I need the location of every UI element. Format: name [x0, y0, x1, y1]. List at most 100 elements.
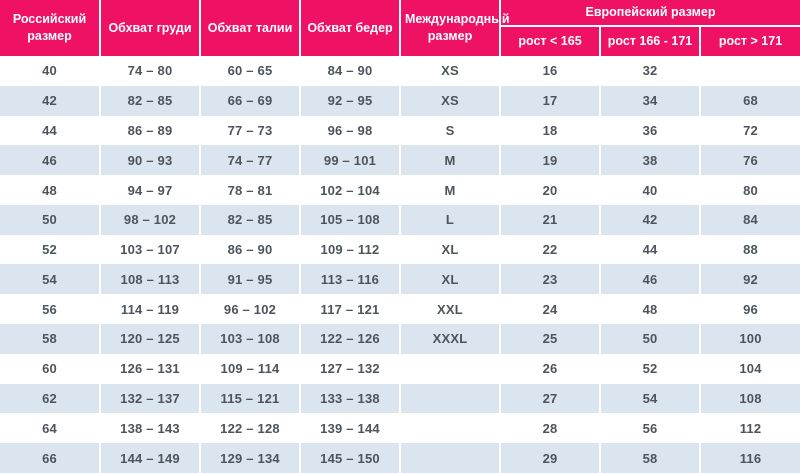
- table-cell: 50: [600, 324, 701, 354]
- table-cell: 48: [0, 175, 101, 205]
- table-cell: 16: [500, 56, 601, 86]
- table-cell: 122 – 126: [300, 324, 401, 354]
- table-cell: 19: [500, 145, 601, 176]
- table-cell: 96 – 102: [200, 294, 301, 325]
- table-cell: 86 – 90: [200, 234, 301, 265]
- table-cell: [700, 56, 800, 86]
- table-cell: 22: [500, 234, 601, 265]
- col-header-height-lt-165: рост < 165: [500, 26, 601, 56]
- table-row: 50 98 – 102 82 – 85 105 – 108 L 21 42 84: [0, 204, 800, 235]
- table-cell: 66 – 69: [200, 85, 301, 116]
- table-cell: 109 – 114: [200, 353, 301, 384]
- table-cell: S: [400, 115, 501, 146]
- table-cell: 18: [500, 115, 601, 146]
- table-cell: 64: [0, 413, 101, 444]
- table-cell: 58: [600, 443, 701, 473]
- table-cell: M: [400, 145, 501, 176]
- table-cell: 17: [500, 85, 601, 116]
- table-row: 52 103 – 107 86 – 90 109 – 112 XL 22 44 88: [0, 234, 800, 265]
- table-cell: 44: [0, 115, 101, 146]
- table-cell: 28: [500, 413, 601, 444]
- table-cell: 76: [700, 145, 800, 176]
- table-cell: 84: [700, 204, 800, 235]
- table-row: 66 144 – 149 129 – 134 145 – 150 29 58 116: [0, 443, 800, 473]
- table-row: 48 94 – 97 78 – 81 102 – 104 M 20 40 80: [0, 175, 800, 205]
- table-row: 60 126 – 131 109 – 114 127 – 132 26 52 104: [0, 353, 800, 384]
- table-cell: 26: [500, 353, 601, 384]
- table-cell: 80: [700, 175, 800, 205]
- table-cell: 74 – 77: [200, 145, 301, 176]
- col-header-waist: Обхват талии: [200, 0, 301, 56]
- size-table-header: Российский размер Обхват груди Обхват та…: [0, 0, 800, 56]
- col-header-european-size: Европейский размер: [500, 0, 800, 27]
- table-cell: 103 – 107: [100, 234, 201, 265]
- table-cell: XXL: [400, 294, 501, 325]
- table-cell: 86 – 89: [100, 115, 201, 146]
- table-cell: 120 – 125: [100, 324, 201, 354]
- table-cell: 56: [600, 413, 701, 444]
- table-cell: 99 – 101: [300, 145, 401, 176]
- header-row-sub: рост < 165 рост 166 - 171 рост > 171: [0, 26, 800, 56]
- table-cell: XS: [400, 56, 501, 86]
- table-cell: 23: [500, 264, 601, 295]
- table-cell: 46: [600, 264, 701, 295]
- table-cell: 122 – 128: [200, 413, 301, 444]
- table-cell: 133 – 138: [300, 383, 401, 414]
- table-cell: 92: [700, 264, 800, 295]
- table-cell: 145 – 150: [300, 443, 401, 473]
- table-cell: 92 – 95: [300, 85, 401, 116]
- table-cell: 27: [500, 383, 601, 414]
- table-cell: 105 – 108: [300, 204, 401, 235]
- table-cell: 56: [0, 294, 101, 325]
- table-cell: 139 – 144: [300, 413, 401, 444]
- table-cell: 54: [600, 383, 701, 414]
- table-cell: 94 – 97: [100, 175, 201, 205]
- table-cell: 96 – 98: [300, 115, 401, 146]
- table-cell: 113 – 116: [300, 264, 401, 295]
- table-cell: 77 – 73: [200, 115, 301, 146]
- table-cell: 90 – 93: [100, 145, 201, 176]
- table-cell: 82 – 85: [100, 85, 201, 116]
- table-cell: 40: [600, 175, 701, 205]
- col-header-chest: Обхват груди: [100, 0, 201, 56]
- table-cell: 103 – 108: [200, 324, 301, 354]
- table-row: 46 90 – 93 74 – 77 99 – 101 M 19 38 76: [0, 145, 800, 176]
- table-cell: 82 – 85: [200, 204, 301, 235]
- table-cell: 36: [600, 115, 701, 146]
- table-row: 42 82 – 85 66 – 69 92 – 95 XS 17 34 68: [0, 85, 800, 116]
- table-cell: 68: [700, 85, 800, 116]
- table-cell: [400, 443, 501, 473]
- size-table-body: 40 74 – 80 60 – 65 84 – 90 XS 16 32 42 82 – 85 66…: [0, 56, 800, 473]
- table-cell: 58: [0, 324, 101, 354]
- table-cell: 74 – 80: [100, 56, 201, 86]
- table-cell: 88: [700, 234, 800, 265]
- col-header-height-166-171: рост 166 - 171: [600, 26, 701, 56]
- table-cell: 54: [0, 264, 101, 295]
- table-cell: 42: [0, 85, 101, 116]
- table-cell: 91 – 95: [200, 264, 301, 295]
- table-row: 40 74 – 80 60 – 65 84 – 90 XS 16 32: [0, 56, 800, 86]
- table-cell: 129 – 134: [200, 443, 301, 473]
- table-cell: L: [400, 204, 501, 235]
- table-cell: 32: [600, 56, 701, 86]
- table-cell: 72: [700, 115, 800, 146]
- table-cell: 96: [700, 294, 800, 325]
- table-cell: 46: [0, 145, 101, 176]
- table-cell: 104: [700, 353, 800, 384]
- table-cell: 126 – 131: [100, 353, 201, 384]
- table-cell: 20: [500, 175, 601, 205]
- table-cell: XL: [400, 234, 501, 265]
- col-header-russian-size: Российский размер: [0, 0, 101, 56]
- table-cell: 66: [0, 443, 101, 473]
- table-cell: 144 – 149: [100, 443, 201, 473]
- table-cell: 60: [0, 353, 101, 384]
- table-row: 54 108 – 113 91 – 95 113 – 116 XL 23 46 92: [0, 264, 800, 295]
- table-cell: 98 – 102: [100, 204, 201, 235]
- table-cell: 48: [600, 294, 701, 325]
- table-row: 62 132 – 137 115 – 121 133 – 138 27 54 108: [0, 383, 800, 414]
- table-cell: 114 – 119: [100, 294, 201, 325]
- table-cell: 44: [600, 234, 701, 265]
- table-cell: 108 – 113: [100, 264, 201, 295]
- table-cell: 24: [500, 294, 601, 325]
